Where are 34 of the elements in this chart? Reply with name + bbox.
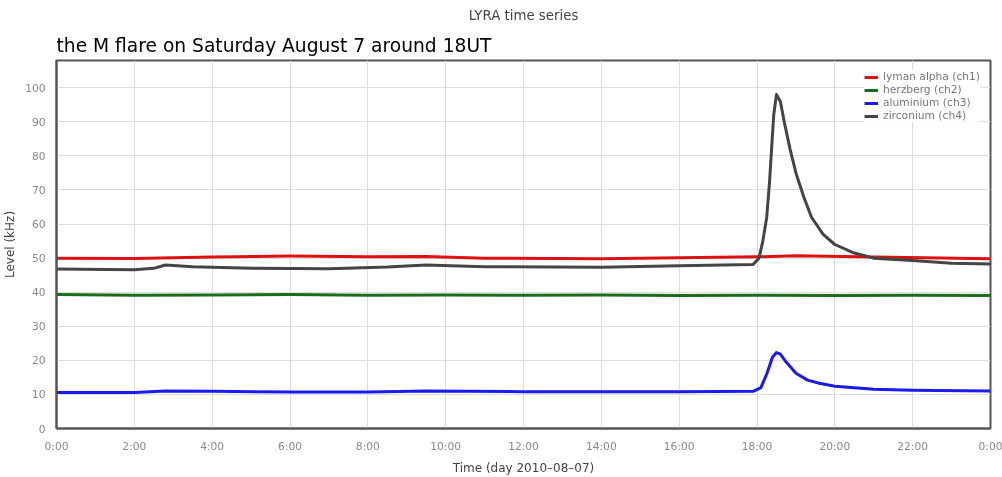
y-tick-label: 10 bbox=[31, 388, 46, 402]
y-tick-label: 0 bbox=[38, 422, 46, 436]
x-tick-label: 4:00 bbox=[200, 439, 225, 453]
chart-title: LYRA time series bbox=[468, 7, 579, 23]
y-axis-title: Level (kHz) bbox=[3, 210, 18, 279]
y-tick-label: 20 bbox=[31, 354, 46, 368]
x-tick-label: 8:00 bbox=[355, 439, 381, 453]
x-tick-label: 22:00 bbox=[897, 439, 929, 453]
x-tick-label: 14:00 bbox=[585, 439, 617, 453]
text: the M flare on Saturday August 7 around 18UT bbox=[56, 34, 493, 56]
x-tick-label: 10:00 bbox=[430, 439, 462, 453]
legend-label: lyman alpha (ch1) bbox=[883, 70, 980, 83]
x-tick-label: 0:00 bbox=[978, 439, 1002, 453]
line-series bbox=[56, 351, 991, 394]
legend-label: herzberg (ch2) bbox=[883, 83, 962, 96]
x-axis-title: Time (day 2010–08–07) bbox=[451, 460, 595, 475]
y-tick-label: 100 bbox=[25, 81, 46, 95]
y-tick-label: 70 bbox=[31, 183, 46, 197]
x-tick-label: 2:00 bbox=[122, 439, 147, 453]
y-tick-label: 50 bbox=[31, 252, 46, 266]
x-tick-label: 6:00 bbox=[278, 439, 303, 453]
legend-label: aluminium (ch3) bbox=[883, 96, 971, 109]
x-tick-label: 20:00 bbox=[819, 439, 851, 453]
y-tick-label: 80 bbox=[31, 149, 46, 163]
legend-label: zirconium (ch4) bbox=[883, 109, 967, 122]
x-tick-label: 18:00 bbox=[741, 439, 773, 453]
x-tick-label: 0:00 bbox=[44, 439, 69, 453]
x-tick-label: 16:00 bbox=[663, 439, 695, 453]
y-tick-label: 30 bbox=[31, 320, 46, 334]
line-series bbox=[56, 93, 991, 272]
y-tick-label: 40 bbox=[31, 286, 46, 300]
y-tick-label: 90 bbox=[31, 115, 46, 129]
y-tick-label: 60 bbox=[31, 218, 46, 232]
x-tick-label: 12:00 bbox=[508, 439, 540, 453]
